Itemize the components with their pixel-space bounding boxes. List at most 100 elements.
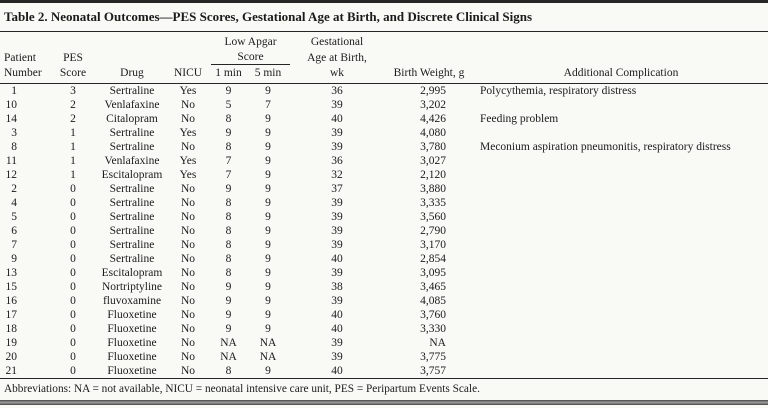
header-spacer [165, 49, 211, 65]
cell-apgar-5min: 7 [265, 99, 271, 111]
table-row: 1 3 Sertraline Yes 9 9 36 2,995 Polycyth… [0, 84, 768, 99]
cell-gestational-age: 39 [331, 141, 343, 153]
cell-apgar-1min: 9 [225, 85, 232, 97]
cell-pes-score: 0 [70, 239, 76, 251]
cell-birth-weight: NA [429, 337, 446, 349]
cell-pes-score: 0 [70, 211, 76, 223]
cell-apgar-5min: 9 [265, 113, 271, 125]
cell-drug: Nortriptyline [101, 281, 163, 293]
cell-nicu: No [180, 113, 196, 125]
cell-apgar-5min: 9 [265, 309, 271, 321]
cell-pes-score: 0 [70, 253, 76, 265]
cell-drug: Fluoxetine [99, 364, 165, 379]
cell-apgar-5min: 9 [265, 141, 271, 153]
cell-additional-complication [474, 210, 768, 224]
cell-drug: Fluoxetine [107, 351, 157, 363]
header-gestational-line2: Age at Birth, [307, 51, 367, 64]
cell-gestational-age: 39 [331, 337, 343, 349]
cell-patient-number: 8 [11, 141, 17, 153]
cell-patient-number: 3 [11, 127, 17, 139]
cell-gestational-age: 36 [331, 85, 343, 97]
cell-nicu: No [180, 239, 196, 251]
table-row: 5 0 Sertraline No 8 9 39 3,560 [0, 210, 768, 224]
header-gestational-line1: Gestational [310, 36, 364, 48]
cell-nicu: No [180, 309, 196, 321]
header-spacer [0, 34, 47, 49]
cell-patient-number: 7 [11, 239, 17, 251]
cell-nicu: No [180, 351, 196, 363]
table-row: 17 0 Fluoxetine No 9 9 40 3,760 [0, 308, 768, 322]
header-spacer [384, 49, 474, 65]
cell-nicu: No [180, 281, 196, 293]
cell-pes-score: 2 [70, 113, 76, 125]
table-row: 3 1 Sertraline Yes 9 9 39 4,080 [0, 126, 768, 140]
cell-additional-complication: Meconium aspiration pneumonitis, respira… [480, 141, 731, 153]
table-row: 11 1 Venlafaxine Yes 7 9 36 3,027 [0, 154, 768, 168]
cell-drug: Sertraline [109, 197, 155, 209]
cell-additional-complication [474, 182, 768, 196]
header-low-apgar-line1: Low Apgar [224, 36, 277, 48]
cell-gestational-age: 39 [331, 99, 343, 111]
cell-additional-complication: Polycythemia, respiratory distress [480, 85, 637, 97]
table-row: 2 0 Sertraline No 9 9 37 3,880 [0, 182, 768, 196]
cell-nicu: No [180, 211, 196, 223]
cell-apgar-5min: NA [259, 351, 277, 363]
cell-apgar-1min: 8 [225, 211, 232, 223]
cell-apgar-1min: 9 [225, 295, 232, 307]
cell-birth-weight: 3,330 [420, 323, 446, 335]
cell-drug: Sertraline [109, 183, 155, 195]
cell-additional-complication [474, 168, 768, 182]
cell-apgar-5min: 9 [265, 323, 271, 335]
cell-patient-number: 17 [5, 309, 18, 321]
cell-drug: Sertraline [109, 141, 155, 153]
header-birth-weight: Birth Weight, g [384, 64, 474, 84]
bottom-rule [0, 400, 768, 405]
cell-apgar-1min: 7 [225, 169, 232, 181]
header-low-apgar-line2: Score [211, 49, 290, 65]
header-spacer [474, 49, 768, 65]
top-rule [0, 0, 768, 3]
cell-nicu: Yes [179, 155, 197, 167]
cell-apgar-1min: 8 [225, 225, 232, 237]
cell-nicu: No [180, 183, 196, 195]
cell-birth-weight: 3,775 [420, 351, 446, 363]
cell-birth-weight: 3,027 [420, 155, 446, 167]
cell-apgar-5min: 9 [265, 295, 271, 307]
cell-gestational-age: 40 [331, 323, 343, 335]
cell-birth-weight: 3,880 [420, 183, 446, 195]
table-row: 15 0 Nortriptyline No 9 9 38 3,465 [0, 280, 768, 294]
cell-birth-weight: 3,335 [420, 197, 446, 209]
table-row: 4 0 Sertraline No 8 9 39 3,335 [0, 196, 768, 210]
cell-additional-complication: Feeding problem [480, 113, 559, 125]
cell-apgar-5min: 9 [265, 267, 271, 279]
cell-apgar-5min: 9 [265, 253, 271, 265]
cell-nicu: Yes [179, 85, 197, 97]
table-row: 9 0 Sertraline No 8 9 40 2,854 [0, 252, 768, 266]
cell-apgar-1min: 5 [225, 99, 232, 111]
cell-patient-number: 21 [0, 364, 47, 379]
cell-patient-number: 10 [5, 99, 18, 111]
cell-additional-complication [474, 308, 768, 322]
cell-apgar-1min: 8 [225, 267, 232, 279]
header-patient-line1: Patient [4, 51, 36, 64]
cell-drug: Venlafaxine [104, 99, 160, 111]
cell-apgar-1min: NA [220, 337, 237, 349]
cell-birth-weight: 3,465 [420, 281, 446, 293]
cell-apgar-1min: 8 [225, 113, 232, 125]
cell-gestational-age: 39 [331, 225, 343, 237]
header-pes-line1: PES [63, 51, 83, 64]
cell-pes-score: 1 [70, 141, 76, 153]
cell-apgar-5min: 9 [265, 183, 271, 195]
cell-patient-number: 1 [11, 85, 17, 97]
cell-gestational-age: 40 [290, 364, 384, 379]
table-row: 19 0 Fluoxetine No NA NA 39 NA [0, 336, 768, 350]
title-rule [0, 31, 768, 32]
cell-pes-score: 1 [70, 127, 76, 139]
header-patient-line2: Number [0, 64, 47, 84]
cell-gestational-age: 39 [331, 211, 343, 223]
cell-pes-score: 0 [70, 267, 76, 279]
cell-drug: Escitalopram [101, 169, 163, 181]
cell-apgar-1min: 9 [225, 323, 232, 335]
cell-patient-number: 14 [5, 113, 18, 125]
